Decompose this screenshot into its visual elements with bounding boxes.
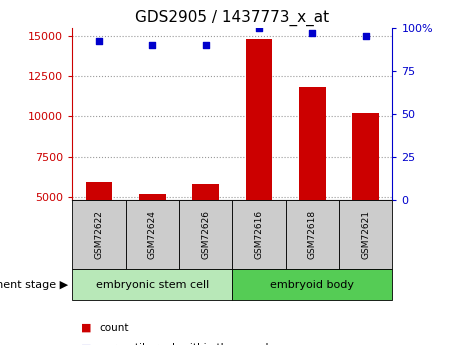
Point bbox=[149, 42, 156, 48]
Bar bbox=[352, 113, 379, 200]
Text: GSM72616: GSM72616 bbox=[254, 210, 263, 259]
Text: GSM72622: GSM72622 bbox=[94, 210, 103, 259]
Text: GSM72621: GSM72621 bbox=[361, 210, 370, 259]
Bar bbox=[246, 39, 272, 200]
Title: GDS2905 / 1437773_x_at: GDS2905 / 1437773_x_at bbox=[135, 10, 329, 26]
Text: GSM72626: GSM72626 bbox=[201, 210, 210, 259]
Text: count: count bbox=[99, 323, 129, 333]
Text: percentile rank within the sample: percentile rank within the sample bbox=[99, 344, 275, 345]
Bar bbox=[192, 184, 219, 200]
Text: ■: ■ bbox=[81, 344, 92, 345]
Point bbox=[202, 42, 209, 48]
Bar bbox=[139, 194, 166, 200]
Bar bbox=[86, 183, 112, 200]
Text: embryonic stem cell: embryonic stem cell bbox=[96, 280, 209, 289]
Text: GSM72624: GSM72624 bbox=[148, 210, 156, 259]
Text: GSM72618: GSM72618 bbox=[308, 210, 317, 259]
Point bbox=[255, 25, 262, 30]
Text: embryoid body: embryoid body bbox=[270, 280, 354, 289]
Text: ■: ■ bbox=[81, 323, 92, 333]
Bar bbox=[299, 87, 326, 200]
Text: development stage ▶: development stage ▶ bbox=[0, 280, 68, 289]
Point bbox=[308, 30, 316, 36]
Point bbox=[95, 39, 102, 44]
Point bbox=[362, 33, 369, 39]
